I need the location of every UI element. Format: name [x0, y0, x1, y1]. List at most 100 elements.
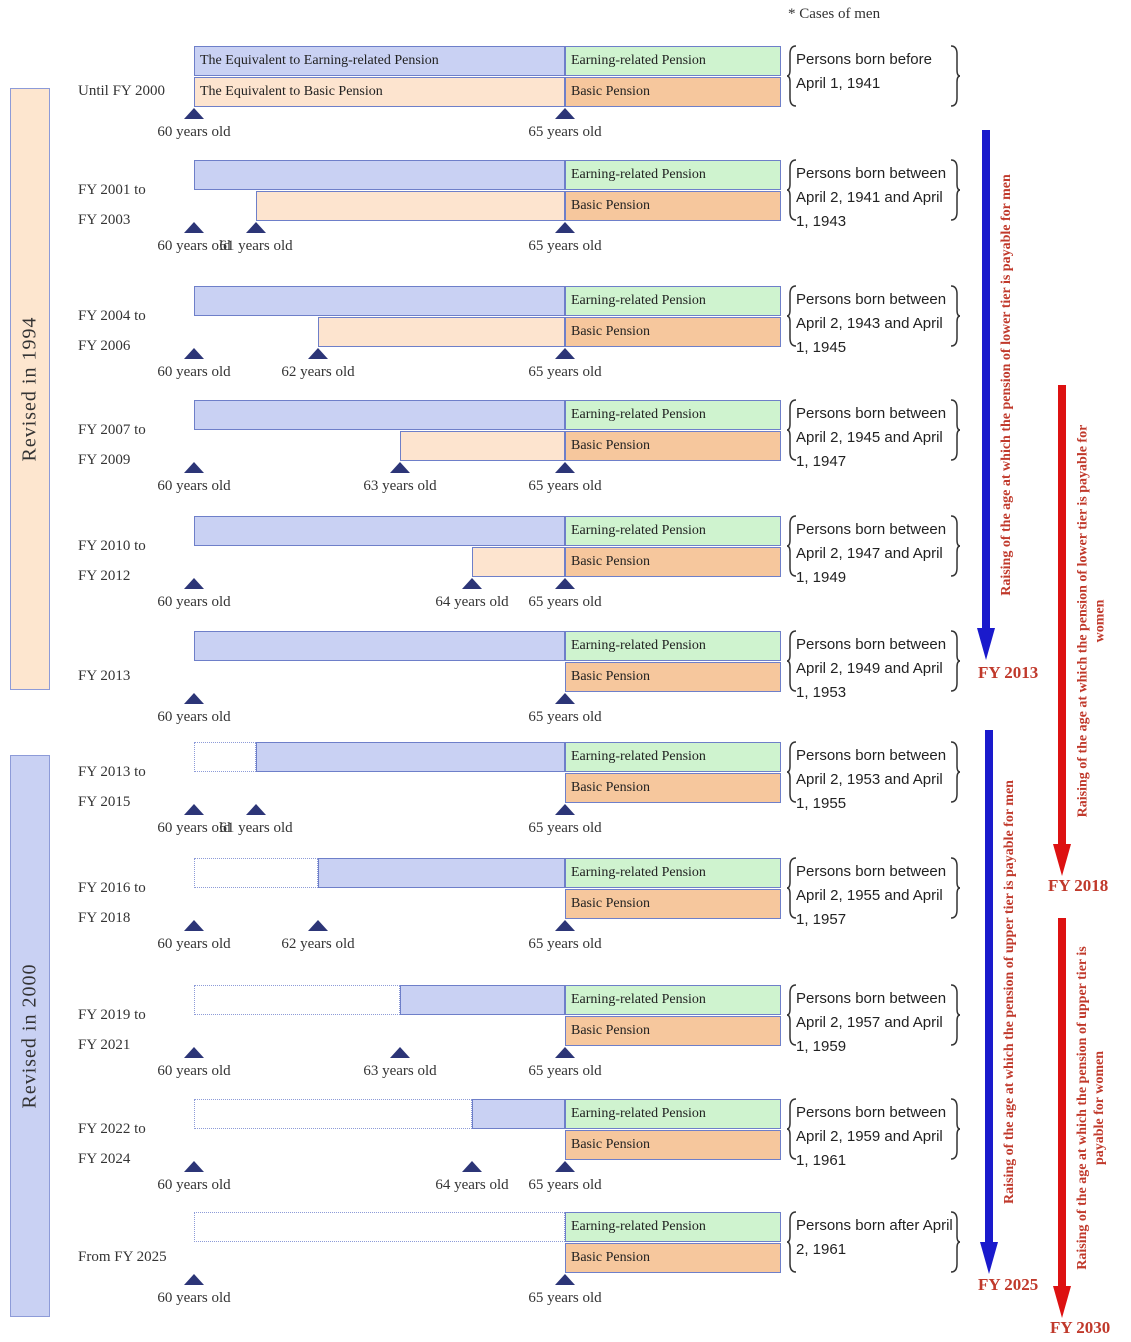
- persons-born-note: Persons born between April 2, 1947 and A…: [796, 521, 947, 586]
- age-marker-triangle: [184, 108, 204, 119]
- age-marker-triangle: [555, 108, 575, 119]
- schedule-row: Until FY 2000 The Equivalent to Earning-r…: [0, 45, 1131, 146]
- earning-related-pension-bar: Earning-related Pension: [565, 742, 781, 772]
- age-label: 64 years old: [435, 594, 509, 610]
- age-label: 65 years old: [528, 936, 602, 952]
- row-period-line: FY 2024: [78, 1151, 131, 1167]
- age-marker-triangle: [462, 578, 482, 589]
- age-marker-triangle: [462, 1161, 482, 1172]
- age-marker-triangle: [555, 462, 575, 473]
- persons-born-note: Persons born between April 2, 1943 and A…: [796, 291, 947, 356]
- age-marker-triangle: [184, 462, 204, 473]
- row-period-line: FY 2018: [78, 910, 131, 926]
- age-raise-arrow: [1053, 918, 1071, 1318]
- left-brace: [786, 1098, 797, 1160]
- age-raise-arrow: [980, 730, 998, 1274]
- right-brace: [950, 285, 961, 347]
- age-marker-triangle: [184, 222, 204, 233]
- left-brace: [786, 630, 797, 692]
- age-label: 63 years old: [363, 1063, 437, 1079]
- equiv-earning-bar: The Equivalent to Earning-related Pensio…: [194, 46, 565, 76]
- age-label: 65 years old: [528, 1177, 602, 1193]
- row-period-line: FY 2009: [78, 452, 131, 468]
- row-period-line: FY 2015: [78, 794, 131, 810]
- schedule-row: FY 2004 to FY 2006 Earning-related Pension…: [0, 285, 1131, 386]
- schedule-row: FY 2013 Earning-related Pension Basic Pens…: [0, 630, 1131, 731]
- age-label: 62 years old: [281, 936, 355, 952]
- upper-tier-early-bar: [194, 631, 565, 661]
- right-brace: [950, 984, 961, 1046]
- age-label: 62 years old: [281, 364, 355, 380]
- schedule-row: FY 2010 to FY 2012 Earning-related Pension…: [0, 515, 1131, 616]
- right-brace: [950, 515, 961, 577]
- age-marker-triangle: [555, 804, 575, 815]
- no-pension-period: [194, 1212, 565, 1242]
- left-brace: [786, 1211, 797, 1273]
- age-marker-triangle: [184, 578, 204, 589]
- age-label: 65 years old: [528, 1290, 602, 1306]
- age-marker-triangle: [184, 348, 204, 359]
- upper-tier-early-bar: [194, 160, 565, 190]
- age-label: 60 years old: [157, 709, 231, 725]
- basic-pension-bar: Basic Pension: [565, 77, 781, 107]
- basic-pension-bar: Basic Pension: [565, 431, 781, 461]
- upper-tier-early-bar: [194, 516, 565, 546]
- left-brace: [786, 285, 797, 347]
- row-period-label: FY 2016 to FY 2018: [78, 873, 146, 933]
- right-brace: [950, 1211, 961, 1273]
- earning-related-pension-bar: Earning-related Pension: [565, 858, 781, 888]
- age-label: 60 years old: [157, 124, 231, 140]
- age-label: 60 years old: [157, 1290, 231, 1306]
- upper-tier-early-bar: [400, 985, 565, 1015]
- upper-tier-early-bar: [256, 742, 565, 772]
- age-marker-triangle: [555, 920, 575, 931]
- age-marker-triangle: [184, 1161, 204, 1172]
- basic-pension-bar: Basic Pension: [565, 191, 781, 221]
- row-period-label: Until FY 2000: [78, 76, 165, 106]
- row-period-line: FY 2022 to: [78, 1121, 146, 1137]
- upper-tier-early-bar: [194, 286, 565, 316]
- age-marker-triangle: [184, 920, 204, 931]
- right-brace: [950, 45, 961, 107]
- age-label: 65 years old: [528, 238, 602, 254]
- left-brace: [786, 399, 797, 461]
- basic-pension-bar: Basic Pension: [565, 317, 781, 347]
- age-label: 63 years old: [363, 478, 437, 494]
- age-label: 60 years old: [157, 238, 231, 254]
- age-marker-triangle: [184, 1047, 204, 1058]
- row-period-label: From FY 2025: [78, 1242, 167, 1272]
- earning-related-pension-bar: Earning-related Pension: [565, 985, 781, 1015]
- row-period-line: FY 2003: [78, 212, 131, 228]
- row-period-label: FY 2013 to FY 2015: [78, 757, 146, 817]
- age-raise-arrow-label: Raising of the age at which the pension …: [1075, 946, 1107, 1270]
- age-label: 65 years old: [528, 478, 602, 494]
- age-label: 65 years old: [528, 594, 602, 610]
- earning-related-pension-bar: Earning-related Pension: [565, 160, 781, 190]
- age-label: 61 years old: [219, 820, 293, 836]
- arrow-end-fiscal-year: FY 2030: [1050, 1318, 1111, 1337]
- age-marker-triangle: [390, 462, 410, 473]
- age-label: 65 years old: [528, 820, 602, 836]
- row-period-line: FY 2013 to: [78, 764, 146, 780]
- age-marker-triangle: [184, 693, 204, 704]
- row-period-line: FY 2012: [78, 568, 131, 584]
- earning-related-pension-bar: Earning-related Pension: [565, 516, 781, 546]
- earning-related-pension-bar: Earning-related Pension: [565, 1212, 781, 1242]
- arrow-end-fiscal-year: FY 2013: [978, 663, 1039, 682]
- age-marker-triangle: [555, 578, 575, 589]
- left-brace: [786, 984, 797, 1046]
- left-brace: [786, 45, 797, 107]
- upper-tier-early-bar: [194, 400, 565, 430]
- row-period-line: FY 2021: [78, 1037, 131, 1053]
- schedule-row: FY 2022 to FY 2024 Earning-related Pension…: [0, 1098, 1131, 1199]
- age-marker-triangle: [184, 804, 204, 815]
- age-marker-triangle: [555, 348, 575, 359]
- row-period-line: FY 2019 to: [78, 1007, 146, 1023]
- row-period-line: FY 2007 to: [78, 422, 146, 438]
- lower-tier-early-bar: [256, 191, 565, 221]
- row-period-line: FY 2006: [78, 338, 131, 354]
- persons-born-note: Persons born between April 2, 1955 and A…: [796, 863, 947, 928]
- no-pension-period: [194, 1099, 472, 1129]
- schedule-row: From FY 2025 Earning-related Pension Basic…: [0, 1211, 1131, 1312]
- arrow-end-fiscal-year: FY 2025: [978, 1275, 1039, 1294]
